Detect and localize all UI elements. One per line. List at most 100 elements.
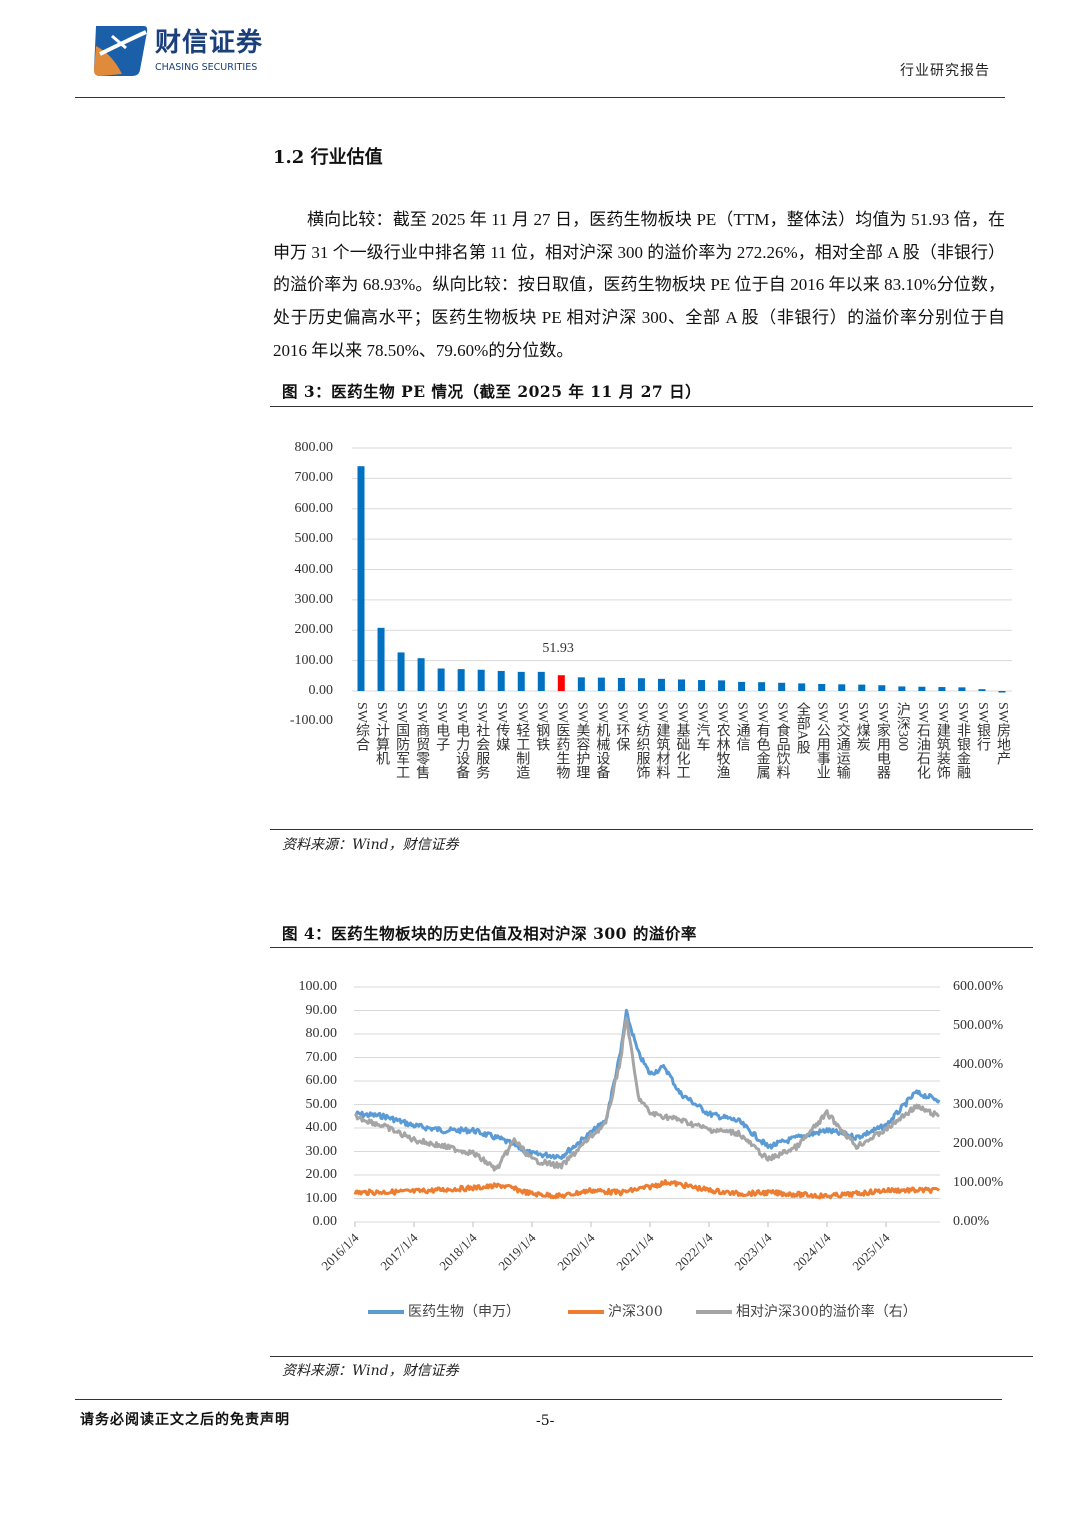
bar-data-label: 51.93 — [542, 641, 574, 657]
left-y-tick-label: 100.00 — [298, 979, 338, 994]
category-label: 沪深300 — [894, 702, 910, 751]
y-tick-label: 800.00 — [294, 440, 334, 455]
category-label: SW电子 — [434, 702, 450, 751]
category-label: SW公用事业 — [814, 702, 830, 779]
right-y-tick-label: 600.00% — [953, 979, 1004, 994]
right-y-tick-label: 100.00% — [953, 1174, 1004, 1190]
category-label: SW银行 — [974, 702, 990, 751]
bar — [357, 466, 365, 691]
report-type: 行业研究报告 — [900, 63, 990, 79]
category-label: SW美容护理 — [574, 702, 590, 779]
figure3-title: 图 3：医药生物 PE 情况（截至 2025 年 11 月 27 日） — [282, 382, 702, 401]
category-label: SW房地产 — [995, 702, 1010, 765]
y-tick-label: 100.00 — [294, 652, 334, 668]
bar — [798, 683, 806, 691]
category-label: SW国防军工 — [394, 702, 410, 779]
legend-swatch-gray — [696, 1310, 732, 1314]
right-y-tick-label: 300.00% — [953, 1096, 1004, 1112]
category-label: SW纺织服饰 — [634, 702, 650, 779]
legend-swatch-orange — [568, 1310, 604, 1314]
bar — [477, 669, 485, 691]
category-label: SW钢铁 — [534, 702, 550, 751]
bar — [978, 689, 986, 691]
bar — [698, 680, 706, 691]
category-label: SW传媒 — [494, 702, 510, 751]
bar — [397, 652, 405, 691]
category-label: SW电力设备 — [454, 702, 470, 779]
left-y-tick-label: 40.00 — [305, 1120, 338, 1135]
bar — [858, 684, 866, 691]
legend-label: 沪深300 — [608, 1304, 663, 1320]
figure4-bottom-rule — [270, 1356, 1033, 1357]
category-label: SW机械设备 — [594, 702, 610, 779]
figure4-source: 资料来源：Wind，财信证券 — [282, 1363, 459, 1379]
figure4-top-rule — [270, 947, 1033, 948]
category-label: SW家用电器 — [874, 702, 890, 779]
footer-divider — [75, 1399, 1002, 1400]
left-y-tick-label: 20.00 — [305, 1167, 338, 1182]
bar — [778, 682, 786, 691]
figure3-source: 资料来源：Wind，财信证券 — [282, 837, 459, 853]
footer-disclaimer: 请务必阅读正文之后的免责声明 — [80, 1412, 290, 1428]
category-label: SW石油石化 — [914, 702, 930, 779]
right-y-tick-label: 400.00% — [953, 1057, 1004, 1073]
right-y-tick-label: 500.00% — [953, 1018, 1004, 1034]
category-label: SW环保 — [614, 702, 630, 751]
category-label: SW非银金融 — [954, 702, 970, 779]
right-y-tick-label: 0.00% — [953, 1214, 990, 1229]
category-label: SW建筑装饰 — [934, 702, 950, 779]
category-label: SW建筑材料 — [654, 702, 670, 779]
category-label: 全部A股 — [794, 702, 810, 755]
bar — [417, 658, 425, 691]
bar — [517, 671, 525, 691]
bar — [718, 680, 726, 691]
bar — [898, 686, 906, 691]
pe-bar-chart-plot — [352, 447, 1012, 693]
bar — [457, 669, 465, 691]
page-number: -5- — [536, 1413, 555, 1429]
bar — [758, 682, 766, 691]
bar — [678, 679, 685, 691]
y-tick-label: 0.00 — [308, 683, 334, 698]
legend-item-premium: 相对沪深300的溢价率（右） — [696, 1303, 917, 1321]
category-label: SW轻工制造 — [514, 702, 530, 779]
bar — [497, 670, 505, 691]
y-tick-label: 700.00 — [294, 470, 334, 486]
figure4-title: 图 4：医药生物板块的历史估值及相对沪深 300 的溢价率 — [282, 924, 697, 943]
y-tick-label: 200.00 — [294, 622, 334, 638]
y-tick-label: 600.00 — [294, 500, 334, 516]
bar — [537, 671, 545, 691]
bar — [437, 668, 445, 691]
legend-item-pharma: 医药生物（申万） — [368, 1303, 520, 1321]
series-line-pharma — [354, 1008, 941, 1160]
bar — [577, 677, 585, 691]
section-paragraph: 横向比较：截至 2025 年 11 月 27 日，医药生物板块 PE（TTM，整… — [273, 210, 1005, 360]
legend-item-hs300: 沪深300 — [568, 1303, 663, 1321]
brand-name-en: CHASING SECURITIES — [155, 62, 258, 73]
legend-label: 医药生物（申万） — [408, 1304, 520, 1320]
left-y-tick-label: 70.00 — [305, 1049, 338, 1065]
category-label: SW食品饮料 — [774, 702, 790, 779]
bar — [918, 686, 926, 691]
bar — [597, 677, 605, 691]
legend-swatch-blue — [368, 1310, 404, 1314]
brand-name: 财信证券 — [155, 28, 264, 58]
y-tick-label: 300.00 — [294, 591, 334, 607]
category-label: SW交通运输 — [834, 702, 850, 779]
series-line-premium — [353, 1016, 940, 1172]
valuation-line-chart-plot — [353, 986, 941, 1227]
section-heading: 1.2 行业估值 — [273, 147, 383, 168]
category-label: SW综合 — [354, 702, 369, 751]
bar — [557, 675, 565, 691]
category-label: SW有色金属 — [754, 702, 770, 779]
y-tick-label: -100.00 — [289, 713, 333, 729]
left-y-tick-label: 0.00 — [312, 1214, 338, 1229]
y-tick-label: 500.00 — [294, 531, 334, 547]
left-y-tick-label: 60.00 — [305, 1073, 338, 1088]
category-label: SW汽车 — [694, 702, 710, 751]
bar — [998, 691, 1006, 693]
left-y-tick-label: 80.00 — [305, 1026, 338, 1041]
bar — [878, 685, 886, 691]
bar — [377, 627, 385, 691]
y-tick-label: 400.00 — [294, 561, 334, 577]
